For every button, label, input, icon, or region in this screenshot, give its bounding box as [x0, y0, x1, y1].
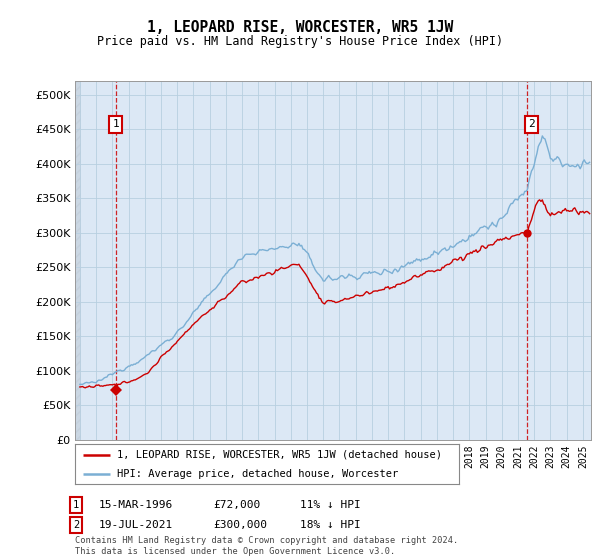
Text: 11% ↓ HPI: 11% ↓ HPI [300, 500, 361, 510]
Text: 2: 2 [73, 520, 79, 530]
Text: 1, LEOPARD RISE, WORCESTER, WR5 1JW (detached house): 1, LEOPARD RISE, WORCESTER, WR5 1JW (det… [117, 450, 442, 460]
Text: £300,000: £300,000 [213, 520, 267, 530]
Text: 1: 1 [112, 119, 119, 129]
Text: Contains HM Land Registry data © Crown copyright and database right 2024.
This d: Contains HM Land Registry data © Crown c… [75, 536, 458, 556]
Text: 1: 1 [73, 500, 79, 510]
Text: 15-MAR-1996: 15-MAR-1996 [99, 500, 173, 510]
Text: Price paid vs. HM Land Registry's House Price Index (HPI): Price paid vs. HM Land Registry's House … [97, 35, 503, 48]
Text: 1, LEOPARD RISE, WORCESTER, WR5 1JW: 1, LEOPARD RISE, WORCESTER, WR5 1JW [147, 20, 453, 35]
Bar [75, 81, 81, 440]
Text: HPI: Average price, detached house, Worcester: HPI: Average price, detached house, Worc… [117, 469, 398, 478]
Text: 19-JUL-2021: 19-JUL-2021 [99, 520, 173, 530]
Text: £72,000: £72,000 [213, 500, 260, 510]
Text: 2: 2 [529, 119, 535, 129]
Text: 18% ↓ HPI: 18% ↓ HPI [300, 520, 361, 530]
